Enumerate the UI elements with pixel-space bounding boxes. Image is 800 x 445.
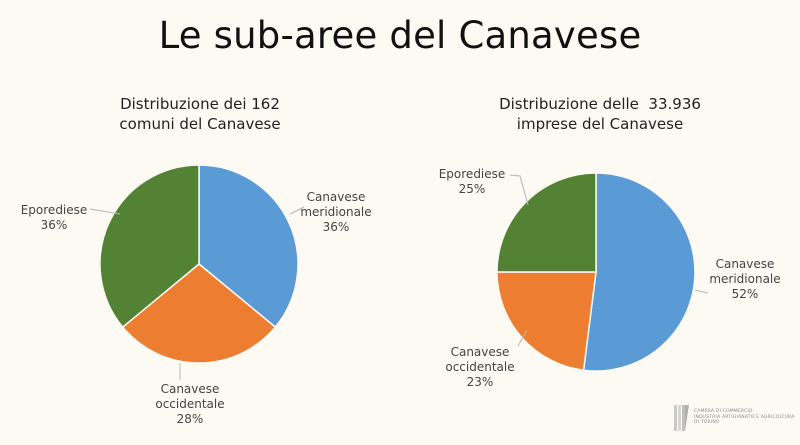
slice-canavese-occidentale [496,271,597,372]
label-name: meridionale [709,272,781,286]
logo-text: CAMERA DI COMMERCIO INDUSTRIA ARTIGIANAT… [694,409,795,426]
slice-eporediese [496,172,597,273]
chart-title-comuni: Distribuzione dei 162 comuni del Canaves… [60,94,340,134]
label-name: Canavese [306,190,366,204]
label-name: occidentale [445,360,515,374]
label-value: 23% [466,375,494,389]
label-name: meridionale [300,205,372,219]
label-eporediese-comuni: Eporediese 36% [14,203,94,233]
logo-mark-icon [674,405,689,431]
slice-eporediese [99,164,200,329]
label-name: Eporediese [20,203,88,217]
logo-line: INDUSTRIA ARTIGIANATO E AGRICOLTURA [694,414,795,420]
pie-chart-imprese [496,172,696,372]
label-name: Canavese [715,257,775,271]
leader-lines [89,174,709,380]
label-name: Eporediese [438,167,506,181]
chart-title-line: Distribuzione delle 33.936 [499,95,701,113]
label-value: 25% [458,182,486,196]
page-title: Le sub-aree del Canavese [158,14,642,57]
label-eporediese-imprese: Eporediese 25% [432,167,512,197]
label-value: 36% [322,220,350,234]
slice-canavese-occidentale [121,263,277,364]
label-occidentale-imprese: Canavese occidentale 23% [440,345,520,390]
label-value: 52% [731,287,759,301]
label-name: Canavese [450,345,510,359]
label-value: 36% [40,218,68,232]
label-name: occidentale [155,397,225,411]
chart-title-imprese: Distribuzione delle 33.936 imprese del C… [450,94,750,134]
chart-title-line: Distribuzione dei 162 [120,95,280,113]
label-name: Canavese [160,382,220,396]
chart-title-line: imprese del Canavese [516,115,684,133]
slice-canavese-meridionale [582,172,696,372]
slice-canavese-meridionale [198,164,299,329]
label-meridionale-imprese: Canavese meridionale 52% [700,257,790,302]
label-occidentale-comuni: Canavese occidentale 28% [150,382,230,427]
label-value: 28% [176,412,204,426]
label-meridionale-comuni: Canavese meridionale 36% [296,190,376,235]
logo-line: CAMERA DI COMMERCIO [694,409,753,414]
pie-chart-comuni [99,164,299,364]
logo-line: DI TORINO [694,420,720,425]
chart-title-line: comuni del Canavese [119,115,281,133]
chamber-of-commerce-logo: CAMERA DI COMMERCIO INDUSTRIA ARTIGIANAT… [672,403,795,433]
